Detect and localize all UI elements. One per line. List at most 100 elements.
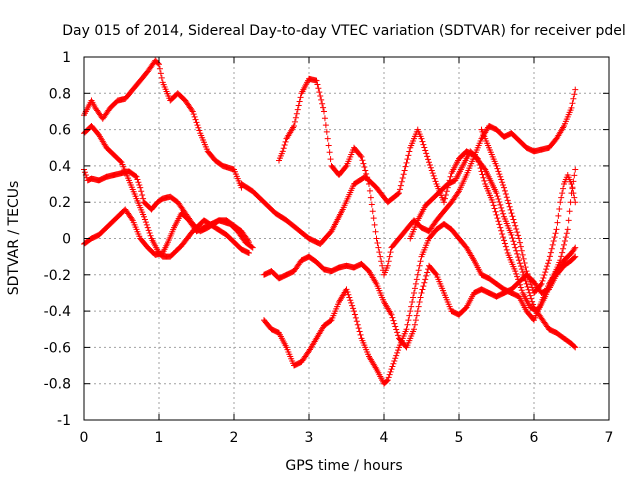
data-point [523,268,530,275]
data-point [506,203,513,210]
data-point [566,208,573,215]
data-point [569,100,576,107]
data-point [292,114,299,121]
data-point [291,118,298,125]
data-point [384,262,391,269]
data-point [319,100,326,107]
data-point [559,190,566,197]
data-point [572,344,579,351]
data-point [420,141,427,148]
data-point [313,77,320,84]
data-point [423,150,430,157]
data-point [144,224,151,231]
data-point [511,241,518,248]
data-point [441,199,447,206]
data-point [497,224,504,231]
data-point [245,237,252,244]
data-point [384,377,391,384]
data-point [406,312,413,319]
data-point [508,231,515,238]
data-point [409,299,416,306]
data-point [481,177,488,184]
data-point [249,244,256,251]
data-point [404,321,411,328]
data-point [391,320,398,327]
data-point [399,175,406,181]
data-point [572,86,579,93]
x-axis-title: GPS time / hours [285,458,402,474]
data-point [365,177,372,184]
data-point [518,287,525,294]
data-point [195,124,202,131]
data-point [426,159,432,166]
data-point [500,181,507,188]
data-point [367,194,374,201]
data-point [501,184,507,191]
x-tick-label: 0 [80,430,89,446]
data-point [321,108,327,115]
data-point [411,326,417,333]
data-point [404,156,411,163]
data-point [357,331,364,338]
data-point [422,147,429,154]
y-tick-label: 1 [62,50,71,66]
data-point [501,187,508,194]
data-point [541,272,548,279]
data-point [135,179,142,186]
data-point [553,226,560,233]
data-point [414,271,421,278]
data-point [513,270,520,277]
data-point [568,104,575,111]
chart-title: Day 015 of 2014, Sidereal Day-to-day VTE… [62,23,626,39]
data-point [391,358,398,365]
data-point [524,270,531,277]
data-point [370,215,377,222]
data-point [572,166,579,173]
data-point [558,194,565,201]
data-point [556,206,563,213]
data-point [318,96,325,103]
data-point [493,162,500,169]
data-point [321,115,328,122]
data-point [520,255,527,262]
data-point [516,257,522,264]
data-point [493,190,500,197]
data-point [529,284,536,291]
y-tick-label: -1 [57,413,71,429]
data-point [401,167,408,174]
data-point [495,196,502,203]
data-point [395,190,402,197]
data-point [296,98,303,105]
data-point [138,188,145,195]
y-tick-label: -0.4 [44,304,71,320]
data-point [379,262,386,269]
x-tick-label: 7 [605,430,614,446]
data-point [342,164,349,171]
data-point [353,318,360,325]
data-point [552,230,559,237]
data-point [478,168,485,175]
data-point [344,289,351,296]
data-point [413,312,420,319]
data-point [522,264,529,271]
data-point [563,230,570,237]
data-point [516,235,522,242]
data-point [549,241,556,248]
data-point [509,213,516,220]
data-point [510,216,517,223]
data-point [516,239,523,246]
data-point [347,297,354,304]
data-point [569,185,576,192]
data-point [540,274,547,281]
data-point [559,249,566,256]
data-point [389,363,396,370]
data-point [517,243,524,250]
data-point [455,189,462,196]
data-point [473,154,480,161]
data-point [424,269,431,276]
data-point [499,230,506,237]
data-point [557,257,564,264]
data-point [400,171,407,178]
data-point [405,152,412,159]
data-point [396,186,403,193]
